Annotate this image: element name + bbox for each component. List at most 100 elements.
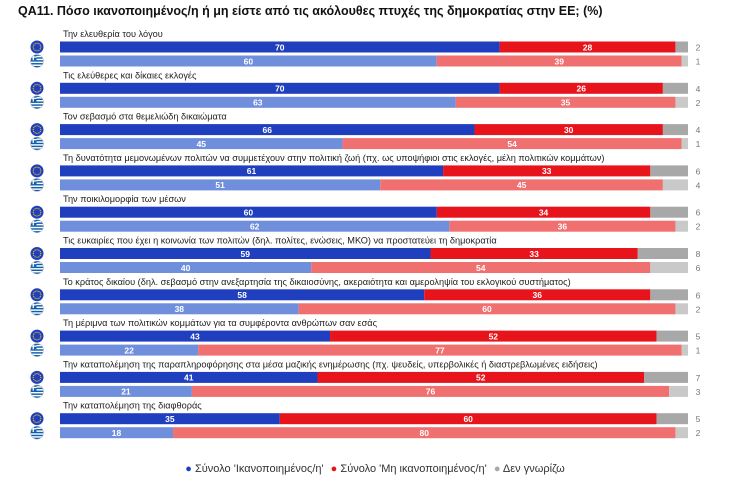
eu-flag-star — [36, 174, 38, 176]
category-label: Την ελευθερία του λόγου — [63, 29, 163, 39]
bar-segment-dont-know — [675, 96, 688, 108]
eu-flag-star — [36, 380, 38, 382]
bar-segment-dont-know — [681, 55, 688, 67]
eu-flag-star — [38, 414, 40, 417]
greece-flag-border — [30, 178, 44, 192]
data-label: 36 — [533, 290, 543, 300]
bar-segment-dont-know — [656, 330, 688, 342]
bar-segment-dont-know — [650, 206, 688, 218]
greece-flag-icon — [30, 426, 44, 440]
eu-flag-star — [36, 132, 38, 134]
eu-flag-star — [33, 416, 35, 418]
eu-flag-star — [39, 213, 41, 215]
greece-flag-icon — [30, 384, 44, 398]
eu-flag-star — [34, 256, 36, 258]
bar-segment-dont-know — [681, 138, 688, 150]
data-label-dont-know: 2 — [696, 43, 701, 53]
bar-segment-satisfied — [60, 41, 500, 53]
data-label: 52 — [476, 373, 486, 383]
eu-flag-star — [34, 132, 36, 134]
data-label-dont-know: 6 — [696, 208, 701, 218]
eu-flag-star — [39, 209, 41, 211]
eu-flag-star — [36, 339, 38, 341]
eu-flag-star — [39, 130, 41, 133]
data-label-dont-know: 4 — [696, 125, 701, 135]
eu-flag-star — [33, 127, 35, 129]
eu-flag-star — [36, 91, 38, 93]
data-label-dont-know: 2 — [696, 222, 701, 232]
eu-flag-star — [39, 89, 41, 91]
eu-flag-star — [33, 292, 35, 294]
eu-flag-icon — [30, 81, 44, 95]
data-label: 60 — [244, 56, 254, 66]
data-label-dont-know: 6 — [696, 166, 701, 176]
eu-flag-star — [33, 130, 35, 133]
eu-flag-star — [40, 46, 42, 48]
eu-flag-icon — [30, 329, 44, 343]
category-label: Τη δυνατότητα μεμονωμένων πολιτών να συμ… — [63, 153, 604, 163]
eu-flag-star — [38, 373, 40, 375]
bar-segment-not-satisfied — [330, 330, 657, 342]
eu-flag-star — [38, 167, 40, 169]
bar-segment-not-satisfied — [424, 289, 651, 301]
bar-segment-dont-know — [650, 165, 688, 177]
data-label-dont-know: 7 — [696, 373, 701, 383]
eu-flag-star — [38, 84, 40, 86]
data-label: 60 — [463, 414, 473, 424]
legend-marker-not-satisfied: ● — [330, 463, 338, 475]
data-label-dont-know: 1 — [696, 57, 701, 67]
eu-flag-star — [33, 209, 35, 211]
bar-segment-satisfied — [60, 303, 299, 315]
data-label: 35 — [165, 414, 175, 424]
eu-flag-star — [38, 125, 40, 127]
bar-segment-dont-know — [637, 248, 688, 259]
data-label: 33 — [542, 166, 552, 176]
eu-flag-star — [33, 89, 35, 91]
bar-segment-dont-know — [644, 371, 688, 383]
eu-flag-icon — [30, 412, 44, 426]
bar-segment-satisfied — [60, 55, 437, 67]
data-label: 61 — [247, 166, 257, 176]
data-label: 43 — [190, 331, 200, 341]
greece-flag-icon — [30, 54, 44, 68]
category-label: Την ποικιλομορφία των μέσων — [63, 194, 186, 204]
eu-flag-star — [33, 85, 35, 87]
eu-flag-star — [39, 254, 41, 256]
bar-segment-not-satisfied — [455, 96, 676, 108]
greece-flag-icon — [30, 219, 44, 233]
eu-flag-icon — [30, 205, 44, 219]
eu-flag-star — [40, 129, 42, 131]
bar-segment-satisfied — [60, 289, 425, 301]
eu-flag-star — [32, 294, 34, 296]
data-label-dont-know: 2 — [696, 304, 701, 314]
eu-flag-star — [33, 48, 35, 50]
eu-flag-star — [32, 335, 34, 337]
data-label: 30 — [564, 125, 574, 135]
eu-flag-star — [33, 333, 35, 335]
greece-flag-border — [30, 425, 44, 440]
data-label: 45 — [197, 139, 207, 149]
eu-flag-star — [38, 249, 40, 251]
eu-flag-star — [38, 297, 40, 299]
data-label-dont-know: 1 — [696, 346, 701, 356]
eu-flag-star — [38, 421, 40, 423]
bar-segment-satisfied — [60, 248, 431, 259]
data-label: 22 — [124, 345, 134, 355]
eu-flag-star — [34, 208, 36, 210]
bar-segment-satisfied — [60, 165, 444, 177]
greece-flag-icon — [30, 178, 44, 192]
data-label: 45 — [517, 180, 527, 190]
bar-segment-dont-know — [656, 413, 688, 425]
eu-flag-star — [34, 380, 36, 382]
data-label-dont-know: 5 — [696, 332, 701, 342]
legend-item-satisfied: ● Σύνολο 'Ικανοποιημένος/η' — [185, 463, 324, 475]
data-label-dont-know: 6 — [696, 290, 701, 300]
data-label: 35 — [561, 98, 571, 108]
bar-segment-satisfied — [60, 82, 500, 94]
data-label: 40 — [181, 263, 191, 273]
eu-flag-star — [39, 296, 41, 298]
data-label-dont-know: 1 — [696, 139, 701, 149]
bar-segment-dont-know — [650, 289, 688, 301]
bar-segment-satisfied — [60, 371, 318, 383]
